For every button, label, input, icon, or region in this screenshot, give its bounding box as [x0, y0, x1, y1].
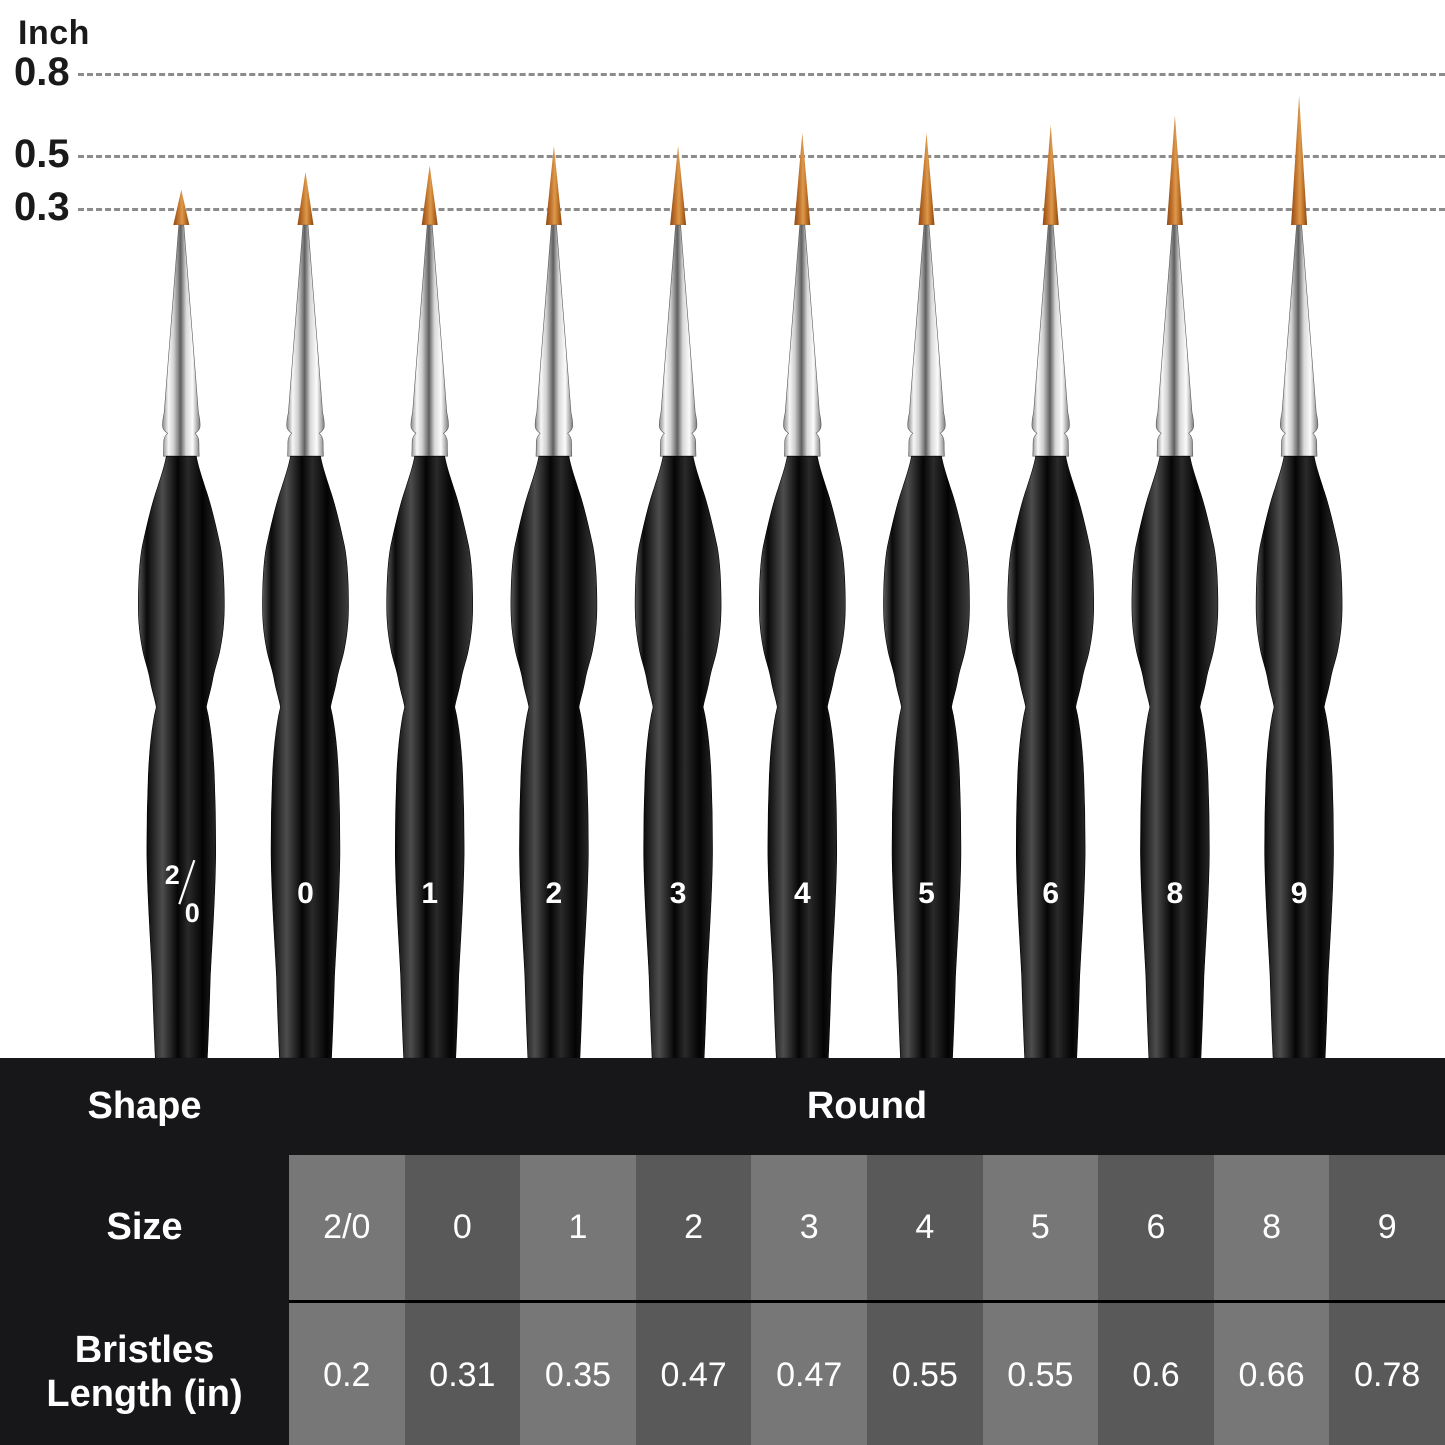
svg-text:3: 3	[670, 877, 687, 910]
svg-text:9: 9	[1291, 877, 1308, 910]
svg-text:2: 2	[546, 877, 563, 910]
svg-text:0: 0	[185, 898, 200, 928]
svg-text:6: 6	[1042, 877, 1059, 910]
svg-text:8: 8	[1167, 877, 1184, 910]
svg-text:5: 5	[918, 877, 935, 910]
svg-text:2: 2	[165, 860, 180, 890]
svg-text:1: 1	[421, 877, 438, 910]
svg-text:4: 4	[794, 877, 811, 910]
svg-text:0: 0	[297, 877, 314, 910]
